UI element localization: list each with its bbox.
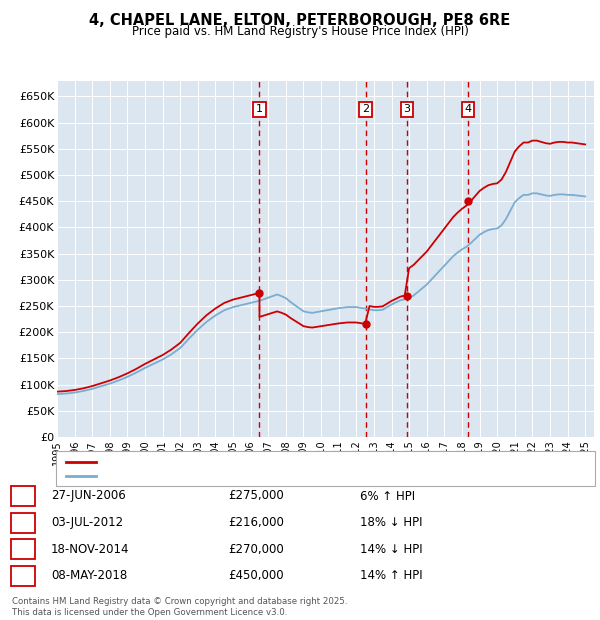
Text: 27-JUN-2006: 27-JUN-2006 <box>51 490 126 502</box>
Text: 14% ↑ HPI: 14% ↑ HPI <box>360 570 422 582</box>
Text: HPI: Average price, detached house, Huntingdonshire: HPI: Average price, detached house, Hunt… <box>102 471 382 481</box>
Text: 18% ↓ HPI: 18% ↓ HPI <box>360 516 422 529</box>
Text: 18-NOV-2014: 18-NOV-2014 <box>51 543 130 556</box>
Text: 4, CHAPEL LANE, ELTON, PETERBOROUGH, PE8 6RE (detached house): 4, CHAPEL LANE, ELTON, PETERBOROUGH, PE8… <box>102 456 464 467</box>
Text: 6% ↑ HPI: 6% ↑ HPI <box>360 490 415 502</box>
Text: Price paid vs. HM Land Registry's House Price Index (HPI): Price paid vs. HM Land Registry's House … <box>131 25 469 37</box>
Text: 2: 2 <box>362 104 370 115</box>
Text: 1: 1 <box>256 104 263 115</box>
Text: 03-JUL-2012: 03-JUL-2012 <box>51 516 123 529</box>
Text: 2: 2 <box>20 516 27 529</box>
Text: 4, CHAPEL LANE, ELTON, PETERBOROUGH, PE8 6RE: 4, CHAPEL LANE, ELTON, PETERBOROUGH, PE8… <box>89 13 511 28</box>
Text: 1: 1 <box>20 490 27 502</box>
Text: Contains HM Land Registry data © Crown copyright and database right 2025.
This d: Contains HM Land Registry data © Crown c… <box>12 598 347 617</box>
Text: £275,000: £275,000 <box>228 490 284 502</box>
Text: £216,000: £216,000 <box>228 516 284 529</box>
Text: 08-MAY-2018: 08-MAY-2018 <box>51 570 127 582</box>
Text: £270,000: £270,000 <box>228 543 284 556</box>
Text: 4: 4 <box>20 570 27 582</box>
Text: £450,000: £450,000 <box>228 570 284 582</box>
Text: 3: 3 <box>20 543 27 556</box>
Text: 3: 3 <box>404 104 410 115</box>
Text: 14% ↓ HPI: 14% ↓ HPI <box>360 543 422 556</box>
Text: 4: 4 <box>464 104 472 115</box>
